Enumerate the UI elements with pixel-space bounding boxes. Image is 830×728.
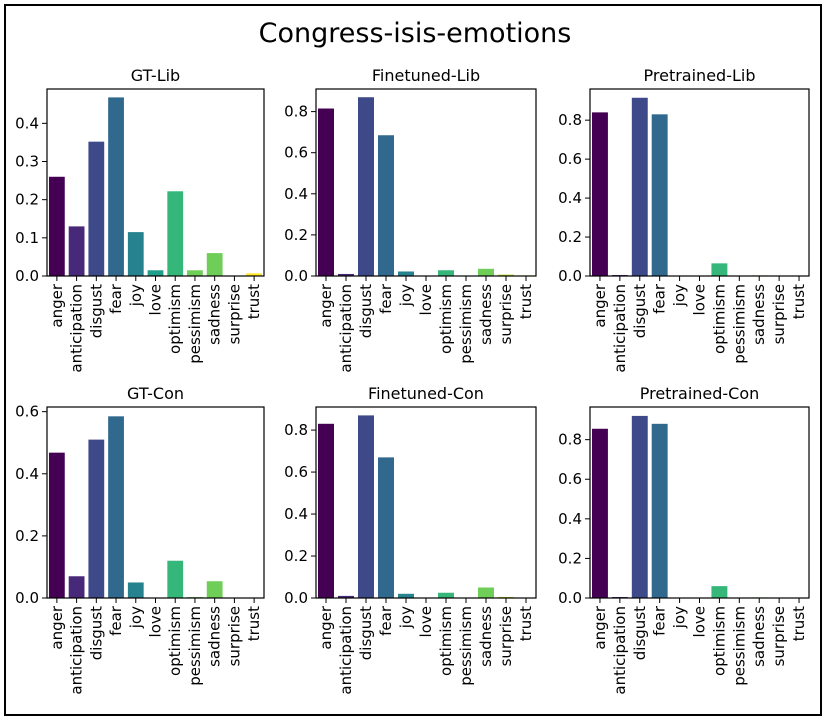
figure-frame [4, 4, 822, 716]
